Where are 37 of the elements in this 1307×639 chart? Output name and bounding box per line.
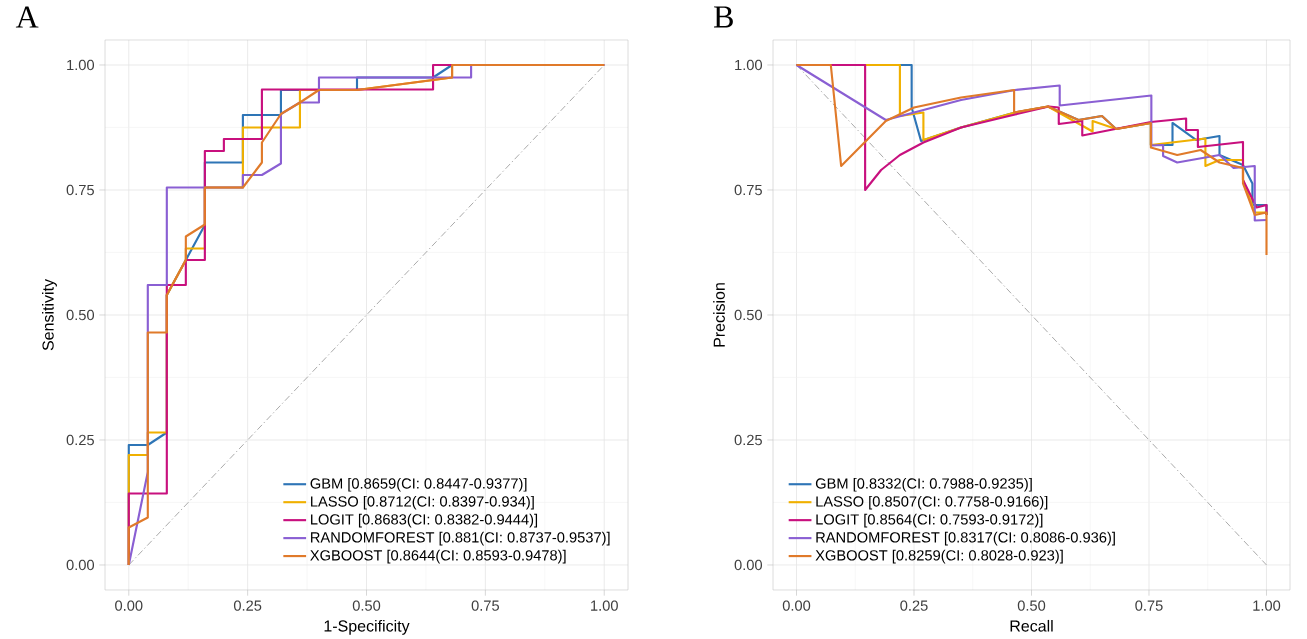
x-tick-label: 1.00	[1253, 600, 1281, 611]
x-tick-label: 0.25	[233, 600, 262, 611]
x-axis-title: 1-Specificity	[324, 619, 410, 635]
y-tick-label: 0.50	[66, 309, 95, 321]
x-tick-label: 0.75	[1135, 600, 1163, 611]
legend-label: XGBOOST [0.8259(CI: 0.8028-0.923)]	[815, 549, 1063, 564]
x-tick-label: 0.00	[782, 600, 811, 611]
y-tick-label: 1.00	[67, 59, 95, 71]
legend-label: RANDOMFOREST [0.8317(CI: 0.8086-0.936)]	[816, 531, 1115, 546]
x-tick-label: 1.00	[591, 600, 618, 611]
y-axis-title: Precision	[713, 282, 725, 347]
legend-label: LOGIT [0.8564(CI: 0.7593-0.9172)]	[816, 513, 1043, 528]
x-tick-label: 0.75	[471, 600, 500, 611]
x-tick-label: 0.00	[115, 600, 143, 611]
y-tick-label: 0.25	[66, 434, 94, 446]
y-tick-label: 0.75	[66, 184, 94, 196]
y-tick-label: 0.50	[734, 309, 763, 321]
y-axis-title: Sensitivity	[42, 278, 57, 351]
y-tick-label: 0.00	[66, 559, 95, 571]
y-tick-label: 1.00	[735, 59, 763, 71]
legend-label: RANDOMFOREST [0.881(CI: 0.8737-0.9537)]	[311, 531, 610, 546]
x-tick-label: 0.50	[352, 600, 381, 611]
y-tick-label: 0.25	[734, 434, 762, 446]
x-axis-title: Recall	[1010, 619, 1053, 632]
legend-label: GBM [0.8332(CI: 0.7988-0.9235)]	[815, 477, 1032, 492]
y-tick-label: 0.00	[734, 559, 763, 571]
y-tick-label: 0.75	[734, 184, 762, 196]
legend-label: LOGIT [0.8683(CI: 0.8382-0.9444)]	[311, 513, 538, 528]
x-tick-label: 0.50	[1017, 600, 1046, 611]
legend-label: GBM [0.8659(CI: 0.8447-0.9377)]	[310, 477, 527, 492]
legend-label: LASSO [0.8507(CI: 0.7758-0.9166)]	[816, 495, 1048, 510]
legend-label: LASSO [0.8712(CI: 0.8397-0.934)]	[311, 495, 534, 510]
line-series	[795, 63, 1268, 256]
chart-title: B	[714, 6, 733, 28]
chart-title: A	[15, 6, 39, 28]
x-tick-label: 0.25	[900, 600, 928, 611]
legend-label: XGBOOST [0.8644(CI: 0.8593-0.9478)]	[310, 549, 566, 564]
